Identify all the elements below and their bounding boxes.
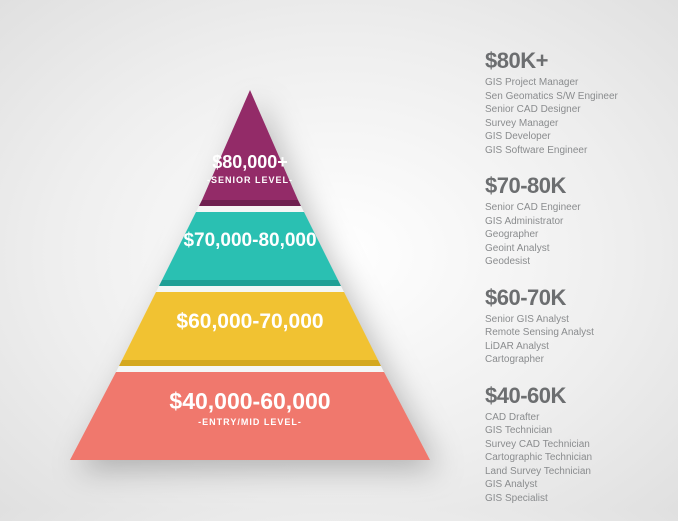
tier-3-edge (119, 360, 381, 366)
list-item: GIS Project Manager (485, 76, 665, 90)
side-group-3: $60-70K Senior GIS Analyst Remote Sensin… (485, 285, 665, 367)
list-item: Senior CAD Designer (485, 103, 665, 117)
list-item: Senior GIS Analyst (485, 313, 665, 327)
sidebar: $80K+ GIS Project Manager Sen Geomatics … (485, 48, 665, 521)
salary-pyramid: $80,000+ -SENIOR LEVEL- $70,000-80,000 $… (50, 70, 450, 470)
side-list: GIS Project Manager Sen Geomatics S/W En… (485, 76, 665, 157)
tier-1-shape (202, 90, 298, 200)
list-item: Cartographer (485, 353, 665, 367)
list-item: Geoint Analyst (485, 242, 665, 256)
list-item: Survey Manager (485, 117, 665, 131)
list-item: Cartographic Technician (485, 451, 665, 465)
list-item: GIS Developer (485, 130, 665, 144)
side-heading: $70-80K (485, 173, 665, 199)
tier-4-shape (70, 372, 430, 460)
side-group-4: $40-60K CAD Drafter GIS Technician Surve… (485, 383, 665, 506)
side-heading: $60-70K (485, 285, 665, 311)
list-item: Survey CAD Technician (485, 438, 665, 452)
side-list: Senior CAD Engineer GIS Administrator Ge… (485, 201, 665, 269)
tier-2-edge (159, 280, 341, 286)
side-heading: $80K+ (485, 48, 665, 74)
tier-1-gap (196, 206, 304, 212)
list-item: Senior CAD Engineer (485, 201, 665, 215)
side-list: Senior GIS Analyst Remote Sensing Analys… (485, 313, 665, 367)
list-item: Geodesist (485, 255, 665, 269)
side-heading: $40-60K (485, 383, 665, 409)
side-group-2: $70-80K Senior CAD Engineer GIS Administ… (485, 173, 665, 269)
list-item: Geographer (485, 228, 665, 242)
tier-3-gap (116, 366, 384, 372)
list-item: Remote Sensing Analyst (485, 326, 665, 340)
list-item: CAD Drafter (485, 411, 665, 425)
tier-1-edge (199, 200, 301, 206)
list-item: Sen Geomatics S/W Engineer (485, 90, 665, 104)
tier-3-shape (122, 292, 378, 360)
list-item: GIS Specialist (485, 492, 665, 506)
list-item: GIS Administrator (485, 215, 665, 229)
list-item: Land Survey Technician (485, 465, 665, 479)
list-item: GIS Software Engineer (485, 144, 665, 158)
tier-2-gap (156, 286, 344, 292)
side-group-1: $80K+ GIS Project Manager Sen Geomatics … (485, 48, 665, 157)
pyramid-svg (50, 70, 450, 470)
tier-2-shape (162, 212, 338, 280)
list-item: GIS Technician (485, 424, 665, 438)
side-list: CAD Drafter GIS Technician Survey CAD Te… (485, 411, 665, 506)
list-item: LiDAR Analyst (485, 340, 665, 354)
list-item: GIS Analyst (485, 478, 665, 492)
